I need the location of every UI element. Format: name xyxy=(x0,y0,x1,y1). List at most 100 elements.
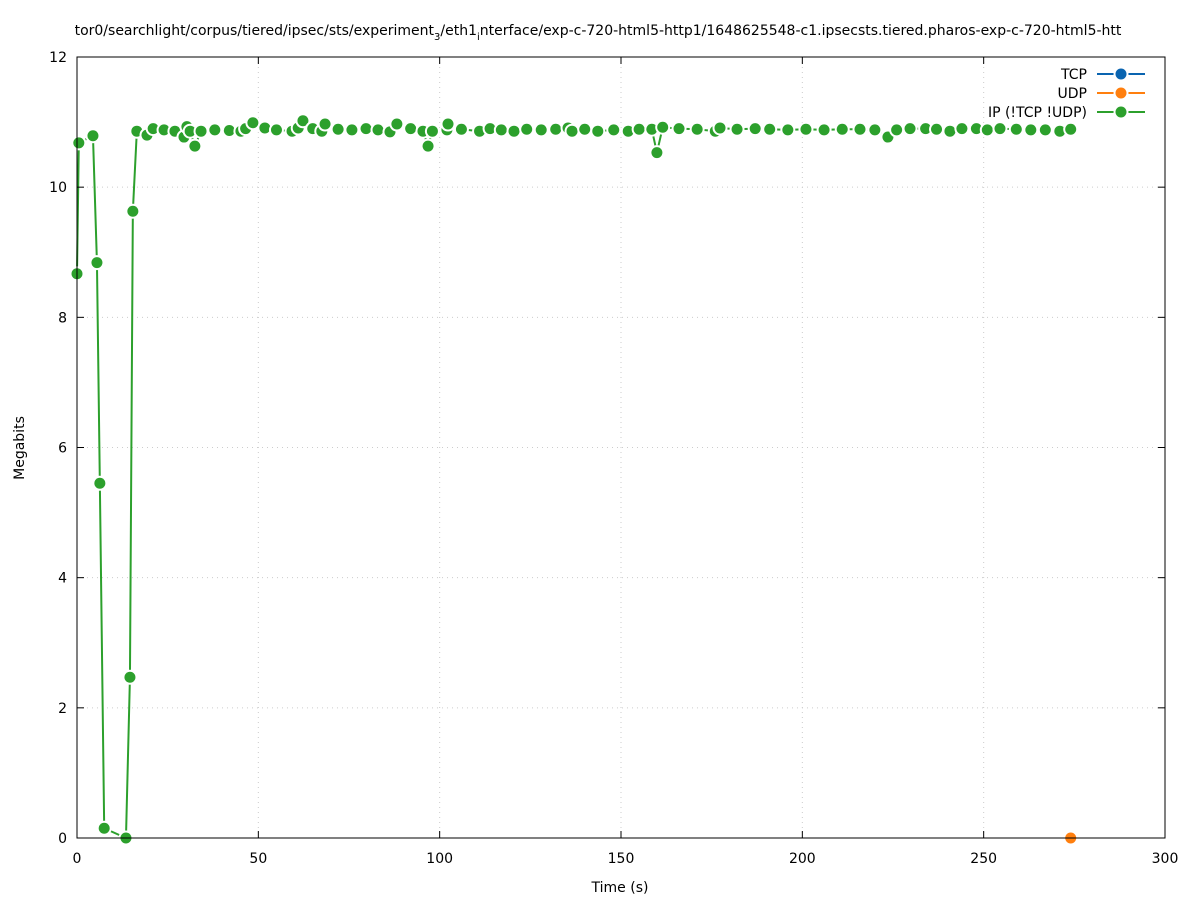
y-tick-label: 8 xyxy=(58,310,67,326)
data-point xyxy=(836,123,848,135)
data-point xyxy=(622,125,634,137)
data-point xyxy=(360,123,372,135)
y-tick-label: 6 xyxy=(58,441,67,457)
legend-label: TCP xyxy=(1060,67,1087,83)
data-point xyxy=(422,140,434,152)
x-tick-label: 100 xyxy=(426,851,453,867)
data-point xyxy=(657,121,669,133)
data-point xyxy=(98,822,110,834)
data-point xyxy=(124,671,136,683)
data-point xyxy=(566,125,578,137)
data-point xyxy=(994,123,1006,135)
data-point xyxy=(579,123,591,135)
data-point xyxy=(592,125,604,137)
data-point xyxy=(714,122,726,134)
data-point xyxy=(633,123,645,135)
y-tick-label: 2 xyxy=(58,701,67,717)
data-point xyxy=(474,125,486,137)
data-point xyxy=(158,124,170,136)
data-point xyxy=(651,147,663,159)
data-point xyxy=(981,124,993,136)
data-point xyxy=(147,123,159,135)
data-point xyxy=(87,130,99,142)
data-point xyxy=(189,140,201,152)
data-point xyxy=(931,123,943,135)
data-point xyxy=(1039,124,1051,136)
data-point xyxy=(297,115,309,127)
data-point xyxy=(731,123,743,135)
series-layer xyxy=(69,113,1079,846)
data-point xyxy=(426,125,438,137)
x-tick-label: 250 xyxy=(970,851,997,867)
data-point xyxy=(1065,123,1077,135)
data-point xyxy=(247,117,259,129)
data-point xyxy=(405,123,417,135)
data-point xyxy=(184,125,196,137)
series-ip-tcp-udp- xyxy=(69,113,1079,846)
data-point xyxy=(346,124,358,136)
data-point xyxy=(970,123,982,135)
data-point xyxy=(646,123,658,135)
data-point xyxy=(94,477,106,489)
data-point xyxy=(209,124,221,136)
data-point xyxy=(319,118,331,130)
legend-marker xyxy=(1115,87,1127,99)
data-point xyxy=(508,125,520,137)
data-point xyxy=(259,122,271,134)
x-tick-label: 50 xyxy=(249,851,267,867)
data-point xyxy=(904,123,916,135)
y-tick-label: 4 xyxy=(58,571,67,587)
data-point xyxy=(391,118,403,130)
data-point xyxy=(920,123,932,135)
data-point xyxy=(521,123,533,135)
data-point xyxy=(749,123,761,135)
data-point xyxy=(673,123,685,135)
grid xyxy=(77,57,1165,838)
x-tick-label: 300 xyxy=(1152,851,1179,867)
data-point xyxy=(818,124,830,136)
data-point xyxy=(764,123,776,135)
data-point xyxy=(800,123,812,135)
data-point xyxy=(372,124,384,136)
data-point xyxy=(854,123,866,135)
data-point xyxy=(195,125,207,137)
data-point xyxy=(691,123,703,135)
data-point xyxy=(484,123,496,135)
data-point xyxy=(223,125,235,137)
data-point xyxy=(270,124,282,136)
data-point xyxy=(1025,124,1037,136)
data-point xyxy=(944,125,956,137)
data-point xyxy=(332,123,344,135)
data-point xyxy=(442,118,454,130)
x-tick-label: 0 xyxy=(73,851,82,867)
data-point xyxy=(127,205,139,217)
legend-marker xyxy=(1115,106,1127,118)
data-point xyxy=(869,124,881,136)
data-point xyxy=(455,123,467,135)
x-tick-label: 150 xyxy=(608,851,635,867)
data-point xyxy=(891,124,903,136)
legend-marker xyxy=(1115,68,1127,80)
data-point xyxy=(956,123,968,135)
data-point xyxy=(91,257,103,269)
x-axis-label: Time (s) xyxy=(591,880,649,896)
legend-label: IP (!TCP !UDP) xyxy=(988,105,1087,121)
data-point xyxy=(1054,125,1066,137)
data-point xyxy=(608,124,620,136)
y-tick-label: 0 xyxy=(58,831,67,847)
chart-title: tor0/searchlight/corpus/tiered/ipsec/sts… xyxy=(75,23,1122,43)
data-point xyxy=(495,124,507,136)
y-tick-label: 10 xyxy=(49,180,67,196)
data-point xyxy=(1010,123,1022,135)
ticks: 0 50 100 150 200 250 300 0 2 4 6 8 10 12 xyxy=(49,50,1178,867)
data-point xyxy=(550,123,562,135)
y-axis-label: Megabits xyxy=(12,416,28,480)
legend: TCP UDP IP (!TCP !UDP) xyxy=(988,66,1145,121)
data-point xyxy=(535,124,547,136)
data-point xyxy=(782,124,794,136)
y-tick-label: 12 xyxy=(49,50,67,66)
data-point xyxy=(73,137,85,149)
series-line xyxy=(76,119,1071,840)
x-tick-label: 200 xyxy=(789,851,816,867)
